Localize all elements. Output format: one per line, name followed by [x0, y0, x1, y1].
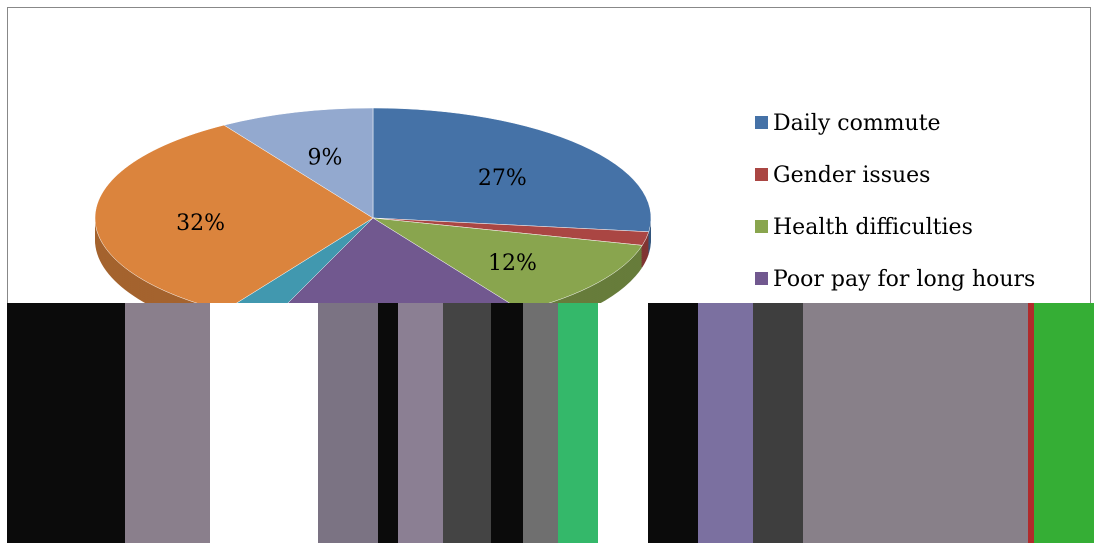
pie-slice	[372, 107, 652, 233]
legend-label: Health difficulties	[773, 215, 973, 240]
legend-swatch	[755, 168, 768, 181]
pie-slice	[94, 124, 374, 312]
data-label: 32%	[176, 211, 225, 236]
legend-label: Gender issues	[773, 163, 930, 188]
legend: Daily commute Gender issues Health difficu…	[755, 111, 1035, 292]
pie-slice	[223, 107, 374, 219]
legend-label: Poor pay for long hours	[773, 267, 1035, 292]
pie: 27% 12% 32% 9%	[94, 107, 652, 350]
data-label: 12%	[488, 251, 537, 276]
legend-swatch	[755, 220, 768, 233]
legend-swatch	[755, 272, 768, 285]
data-label: 27%	[478, 166, 527, 191]
data-label: 9%	[307, 146, 342, 171]
legend-label: Daily commute	[773, 111, 941, 136]
legend-swatch	[755, 116, 768, 129]
glitch-band	[7, 303, 1094, 543]
